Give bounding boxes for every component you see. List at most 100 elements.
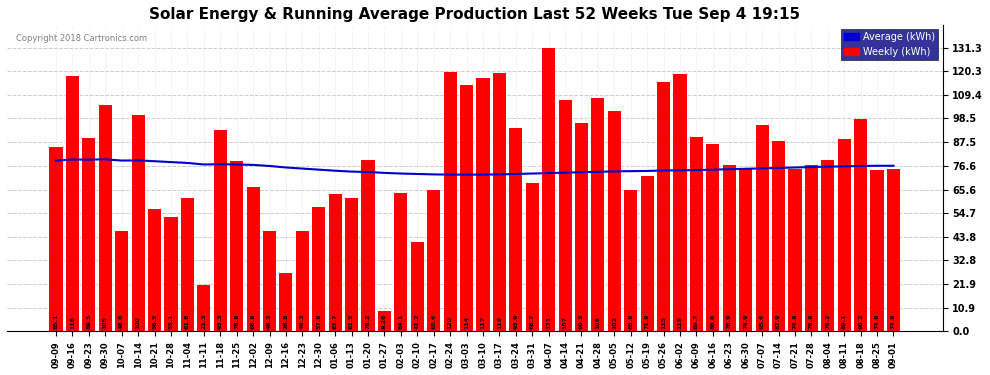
Bar [805,165,818,331]
Text: 78.8: 78.8 [235,314,240,329]
Text: 119: 119 [497,316,502,329]
Bar [543,48,555,331]
Bar [608,111,621,331]
Text: 66.8: 66.8 [250,314,255,329]
Bar [263,231,276,331]
Text: 86.6: 86.6 [711,314,716,329]
Text: 98.2: 98.2 [858,314,863,329]
Bar [279,273,292,331]
Bar [838,139,850,331]
Text: 21.3: 21.3 [201,314,206,329]
Text: 46.3: 46.3 [300,314,305,329]
Bar [99,105,112,331]
Title: Solar Energy & Running Average Production Last 52 Weeks Tue Sep 4 19:15: Solar Energy & Running Average Productio… [149,7,800,22]
Bar [181,198,194,331]
Bar [197,285,211,331]
Text: 105: 105 [103,316,108,329]
Text: 118: 118 [70,316,75,329]
Text: 41.2: 41.2 [415,314,420,329]
Text: 85.1: 85.1 [53,314,58,329]
Bar [526,183,539,331]
Text: 76.9: 76.9 [727,314,732,329]
Bar [476,78,489,331]
Text: 76.9: 76.9 [809,314,814,329]
Text: 131: 131 [546,316,551,329]
Text: 65.6: 65.6 [432,314,437,329]
Text: 57.6: 57.6 [316,314,322,329]
Bar [230,161,244,331]
Bar [460,85,473,331]
Bar [378,311,391,331]
Text: 26.8: 26.8 [283,314,288,329]
Bar [887,170,900,331]
Bar [82,138,95,331]
Bar [427,189,441,331]
Legend: Average (kWh), Weekly (kWh): Average (kWh), Weekly (kWh) [842,29,938,60]
Bar [788,170,802,331]
Bar [740,170,752,331]
Text: Copyright 2018 Cartronics.com: Copyright 2018 Cartronics.com [16,34,148,43]
Text: 74.9: 74.9 [792,314,798,329]
Bar [394,193,408,331]
Bar [115,231,129,331]
Text: 100: 100 [136,316,141,329]
Text: 9.26: 9.26 [382,314,387,329]
Bar [132,115,145,331]
Bar [854,119,867,331]
Bar [755,125,768,331]
Bar [657,82,670,331]
Bar [247,187,259,331]
Text: 63.7: 63.7 [333,314,338,329]
Text: 102: 102 [612,316,617,329]
Bar [444,72,456,331]
Bar [509,128,523,331]
Text: 107: 107 [562,316,567,329]
Text: 74.9: 74.9 [891,314,896,329]
Bar [50,147,62,331]
Text: 46.3: 46.3 [267,314,272,329]
Text: 108: 108 [595,316,600,329]
Bar [723,165,736,331]
Bar [329,194,342,331]
Bar [870,170,884,331]
Bar [214,130,227,331]
Text: 93.3: 93.3 [218,314,223,329]
Text: 74.9: 74.9 [743,314,748,329]
Bar [66,76,79,331]
Text: 89.5: 89.5 [86,314,91,329]
Text: 79.2: 79.2 [365,314,370,329]
Bar [164,216,177,331]
Text: 53.1: 53.1 [168,314,173,329]
Text: 64.1: 64.1 [398,314,403,329]
Text: 46.6: 46.6 [119,314,124,329]
Bar [673,74,687,331]
Text: 115: 115 [661,316,666,329]
Bar [411,242,424,331]
Text: 71.9: 71.9 [644,314,649,329]
Text: 93.9: 93.9 [514,314,519,329]
Text: 89.7: 89.7 [694,314,699,329]
Bar [312,207,326,331]
Bar [624,189,638,331]
Text: 120: 120 [447,316,452,329]
Bar [575,123,588,331]
Text: 87.9: 87.9 [776,314,781,329]
Text: 79.2: 79.2 [826,314,831,329]
Bar [690,138,703,331]
Bar [822,160,835,331]
Text: 114: 114 [464,316,469,329]
Bar [296,231,309,331]
Text: 95.6: 95.6 [759,314,764,329]
Text: 74.6: 74.6 [874,314,879,329]
Bar [641,176,653,331]
Bar [361,160,374,331]
Text: 117: 117 [480,316,485,329]
Bar [346,198,358,331]
Text: 119: 119 [677,316,682,329]
Text: 65.6: 65.6 [629,314,634,329]
Text: 61.5: 61.5 [349,314,354,329]
Bar [148,209,161,331]
Bar [493,74,506,331]
Text: 61.8: 61.8 [185,314,190,329]
Text: 68.7: 68.7 [530,314,535,329]
